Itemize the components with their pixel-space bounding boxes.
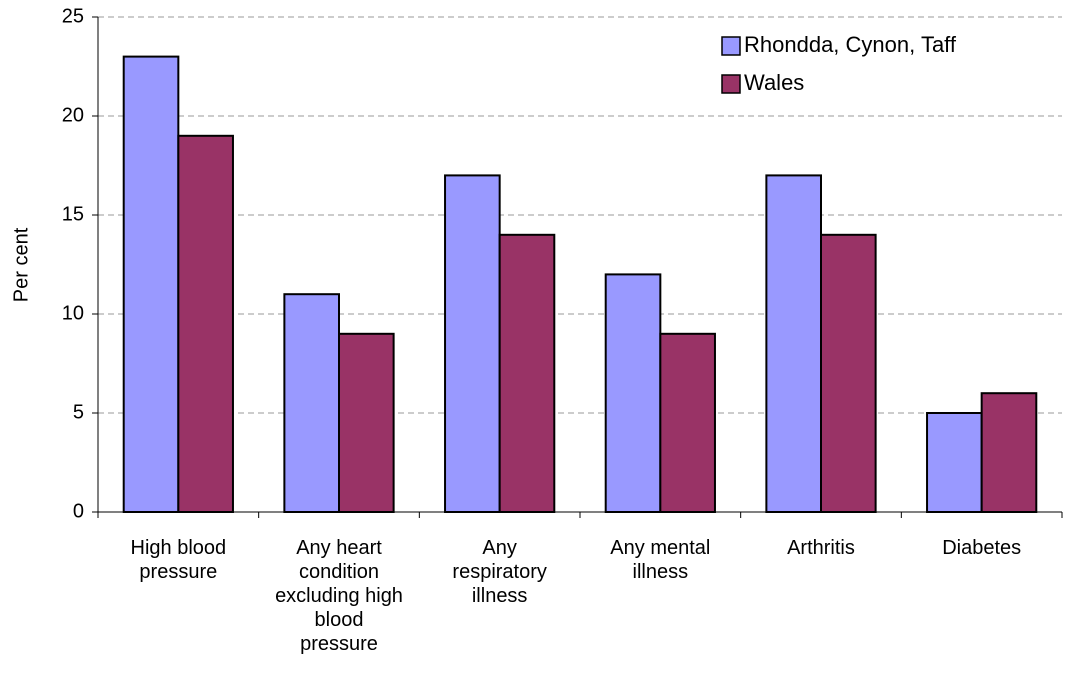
legend-label: Rhondda, Cynon, Taff — [744, 32, 957, 57]
bar — [283, 293, 340, 514]
bar — [980, 392, 1038, 514]
bar — [926, 412, 983, 513]
y-tick-label: 10 — [62, 302, 84, 324]
y-tick-label: 5 — [73, 401, 84, 423]
bar — [820, 233, 877, 514]
y-tick-label: 25 — [62, 5, 84, 27]
x-tick-label: Any respiratory illness — [452, 537, 547, 607]
bar — [338, 332, 395, 513]
legend-label: Wales — [744, 70, 804, 95]
bar — [765, 174, 823, 513]
y-tick-label: 15 — [62, 203, 84, 225]
bar — [659, 332, 716, 513]
y-tick-label: 20 — [62, 104, 84, 126]
legend-swatch — [721, 36, 741, 56]
x-tick-label: Any heart condition excluding high blood… — [275, 537, 403, 655]
legend-swatch — [721, 74, 741, 94]
bar — [177, 134, 234, 514]
y-tick-label: 0 — [73, 500, 84, 522]
x-tick-label: Diabetes — [942, 537, 1022, 559]
x-tick-label: High blood pressure — [130, 537, 227, 583]
x-tick-label: Arthritis — [787, 537, 855, 559]
bar — [604, 273, 662, 513]
y-axis-label: Per cent — [10, 227, 32, 302]
bar — [122, 55, 180, 513]
bar — [498, 233, 556, 514]
bar — [444, 174, 501, 513]
x-tick-label: Any mental illness — [610, 537, 711, 583]
